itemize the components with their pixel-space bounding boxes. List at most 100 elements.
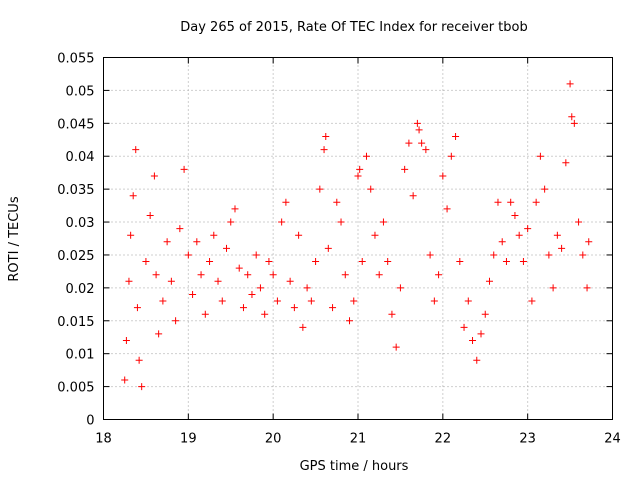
data-point (367, 185, 375, 193)
y-tick-label: 0.055 (57, 52, 94, 67)
data-point (127, 231, 135, 239)
x-tick-label: 20 (265, 432, 282, 447)
data-point (269, 271, 277, 279)
data-point (223, 244, 231, 252)
data-point (447, 152, 455, 160)
data-point (129, 192, 137, 200)
data-point (524, 225, 532, 233)
y-tick-label: 0.025 (57, 249, 94, 264)
data-point (379, 218, 387, 226)
data-point (375, 271, 383, 279)
data-point (401, 165, 409, 173)
data-point (490, 251, 498, 259)
data-point (176, 225, 184, 233)
data-point (290, 304, 298, 312)
data-point (545, 251, 553, 259)
data-point (307, 297, 315, 305)
data-point (122, 337, 130, 345)
data-point (409, 192, 417, 200)
data-point (562, 159, 570, 167)
data-point (159, 297, 167, 305)
data-point (261, 310, 269, 318)
y-axis-label: ROTI / TECUs (7, 196, 22, 281)
x-tick-labels: 18 19 20 21 22 23 24 (95, 432, 621, 447)
data-points (121, 80, 593, 391)
x-tick-label: 22 (435, 432, 452, 447)
data-point (426, 251, 434, 259)
data-point (146, 211, 154, 219)
axis-ticks (103, 57, 613, 420)
data-point (418, 139, 426, 147)
data-point (415, 126, 423, 134)
data-point (362, 152, 370, 160)
data-point (218, 297, 226, 305)
data-point (133, 304, 141, 312)
data-point (184, 251, 192, 259)
data-point (121, 376, 129, 384)
data-point (320, 146, 328, 154)
data-point (135, 356, 143, 364)
data-point (464, 297, 472, 305)
y-tick-labels: 0 0.005 0.01 0.015 0.02 0.025 0.03 0.035 0.04 0.0… (57, 52, 94, 429)
data-point (125, 277, 133, 285)
data-point (515, 231, 523, 239)
y-tick-label: 0.03 (66, 216, 95, 231)
data-point (244, 271, 252, 279)
data-point (163, 238, 171, 246)
data-point (295, 231, 303, 239)
data-point (193, 238, 201, 246)
data-point (316, 185, 324, 193)
data-point (341, 271, 349, 279)
data-point (286, 277, 294, 285)
data-point (498, 238, 506, 246)
x-tick-label: 18 (95, 432, 112, 447)
data-point (265, 258, 273, 266)
y-tick-label: 0.05 (66, 84, 95, 99)
data-point (528, 297, 536, 305)
data-point (570, 119, 578, 127)
data-point (138, 383, 146, 391)
data-point (452, 132, 460, 140)
data-point (235, 264, 243, 272)
data-point (430, 297, 438, 305)
data-point (405, 139, 413, 147)
data-point (354, 172, 362, 180)
data-point (532, 198, 540, 206)
y-tick-label: 0.04 (66, 150, 95, 165)
data-point (329, 304, 337, 312)
data-point (197, 271, 205, 279)
data-point (252, 251, 260, 259)
data-point (511, 211, 519, 219)
data-point (519, 258, 527, 266)
data-point (324, 244, 332, 252)
data-point (502, 258, 510, 266)
data-point (422, 146, 430, 154)
data-point (396, 284, 404, 292)
data-point (201, 310, 209, 318)
data-point (189, 290, 197, 298)
x-tick-label: 24 (604, 432, 621, 447)
data-point (312, 258, 320, 266)
data-point (358, 258, 366, 266)
data-point (473, 356, 481, 364)
data-point (172, 317, 180, 325)
data-point (549, 284, 557, 292)
data-point (536, 152, 544, 160)
data-point (413, 119, 421, 127)
grid-lines (103, 57, 613, 420)
data-point (132, 146, 140, 154)
data-point (485, 277, 493, 285)
data-point (388, 310, 396, 318)
data-point (443, 205, 451, 213)
y-tick-label: 0.005 (57, 381, 94, 396)
data-point (435, 271, 443, 279)
data-point (566, 80, 574, 88)
data-point (337, 218, 345, 226)
data-point (180, 165, 188, 173)
data-point (206, 258, 214, 266)
data-point (256, 284, 264, 292)
data-point (346, 317, 354, 325)
data-point (248, 290, 256, 298)
data-point (392, 343, 400, 351)
